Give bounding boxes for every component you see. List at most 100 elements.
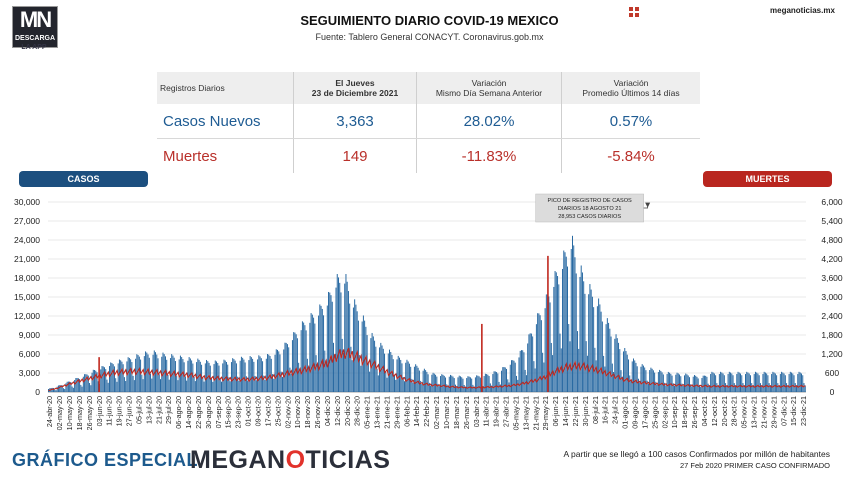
case-bar bbox=[616, 338, 618, 392]
right-tick-label: 2,400 bbox=[821, 311, 843, 321]
case-bar bbox=[564, 252, 566, 392]
case-bar bbox=[355, 304, 357, 392]
x-tick-label: 12-dic-20 bbox=[333, 396, 342, 426]
case-bar bbox=[687, 375, 689, 392]
case-bar bbox=[280, 371, 282, 392]
case-bar bbox=[371, 332, 373, 392]
case-bar bbox=[223, 359, 225, 392]
case-bar bbox=[635, 362, 637, 392]
case-bar bbox=[57, 385, 59, 392]
case-bar bbox=[360, 365, 362, 392]
case-bar bbox=[318, 315, 320, 392]
case-bar bbox=[698, 384, 700, 392]
case-bar bbox=[781, 371, 783, 392]
case-bar bbox=[394, 375, 395, 392]
case-bar bbox=[69, 381, 71, 392]
case-bar bbox=[412, 382, 414, 392]
case-bar bbox=[655, 381, 657, 392]
x-tick-label: 02-mar-21 bbox=[432, 396, 441, 429]
case-bar bbox=[647, 383, 649, 392]
case-bar bbox=[184, 376, 186, 392]
case-bar bbox=[105, 369, 107, 392]
case-bar bbox=[270, 358, 272, 392]
case-bar bbox=[140, 359, 142, 392]
x-tick-label: 22-jun-21 bbox=[571, 396, 580, 426]
x-tick-label: 03-jun-20 bbox=[95, 396, 104, 426]
brand-part-b: TICIAS bbox=[305, 446, 391, 474]
case-bar bbox=[97, 381, 99, 392]
x-tick-label: 19-abr-21 bbox=[492, 396, 501, 427]
x-tick-label: 07-dic-21 bbox=[779, 396, 788, 426]
case-bar bbox=[618, 342, 620, 392]
case-bar bbox=[102, 366, 104, 392]
case-bar bbox=[346, 281, 348, 392]
case-bar bbox=[523, 352, 525, 392]
app-logo[interactable]: MN DESCARGA bbox=[12, 6, 58, 48]
case-bar bbox=[87, 375, 89, 392]
case-bar bbox=[107, 382, 109, 392]
case-bar bbox=[304, 325, 306, 392]
website-link[interactable]: meganoticias.mx bbox=[770, 6, 835, 15]
case-bar bbox=[786, 383, 788, 392]
case-bar bbox=[593, 307, 595, 392]
case-bar bbox=[398, 357, 400, 392]
case-bar bbox=[691, 386, 693, 392]
grid-icon[interactable] bbox=[629, 7, 639, 17]
case-bar bbox=[194, 381, 196, 392]
case-bar bbox=[524, 369, 526, 392]
case-bar bbox=[486, 374, 488, 392]
x-tick-label: 05-nov-21 bbox=[740, 396, 749, 428]
case-bar bbox=[56, 386, 58, 392]
case-bar bbox=[726, 385, 728, 392]
case-bar bbox=[125, 381, 127, 392]
case-bar bbox=[326, 305, 328, 392]
left-tick-label: 15,000 bbox=[14, 292, 40, 302]
footer-brand[interactable]: MEGANOTICIAS bbox=[190, 446, 390, 475]
case-bar bbox=[689, 377, 690, 392]
case-bar bbox=[427, 374, 429, 392]
case-bar bbox=[425, 370, 427, 392]
case-bar bbox=[581, 272, 583, 392]
x-tick-label: 29-jul-20 bbox=[164, 396, 173, 424]
case-bar bbox=[252, 358, 254, 392]
case-bar bbox=[362, 315, 364, 392]
case-bar bbox=[492, 374, 494, 392]
case-bar bbox=[171, 354, 173, 392]
case-bar bbox=[508, 382, 510, 392]
case-bar bbox=[667, 371, 669, 392]
case-bar bbox=[395, 379, 397, 392]
case-bar bbox=[761, 385, 763, 392]
case-bar bbox=[529, 333, 531, 392]
case-bar bbox=[574, 257, 576, 392]
case-bar bbox=[626, 354, 628, 392]
case-bar bbox=[789, 371, 791, 392]
case-bar bbox=[314, 323, 316, 392]
case-bar bbox=[642, 365, 644, 392]
case-bar bbox=[496, 372, 498, 392]
x-tick-label: 08-jul-21 bbox=[591, 396, 600, 424]
case-bar bbox=[712, 372, 714, 392]
case-bar bbox=[727, 374, 729, 392]
case-bar bbox=[193, 376, 195, 392]
case-bar bbox=[742, 383, 744, 392]
case-bar bbox=[759, 383, 761, 392]
case-bar bbox=[151, 378, 153, 392]
stats-header-registros: Registros Diarios bbox=[157, 72, 294, 104]
x-tick-label: 21-jul-20 bbox=[154, 396, 163, 424]
case-bar bbox=[746, 371, 748, 392]
case-bar bbox=[776, 375, 778, 392]
x-tick-label: 03-abr-21 bbox=[472, 396, 481, 427]
x-tick-label: 13-ene-21 bbox=[373, 396, 382, 429]
case-bar bbox=[115, 378, 117, 392]
case-bar bbox=[695, 375, 697, 392]
case-bar bbox=[121, 361, 123, 392]
case-bar bbox=[111, 363, 113, 392]
case-bar bbox=[802, 375, 804, 392]
x-tick-label: 26-mar-21 bbox=[462, 396, 471, 429]
case-bar bbox=[108, 366, 110, 392]
case-bar bbox=[230, 362, 232, 392]
case-bar bbox=[338, 277, 339, 392]
case-bar bbox=[374, 340, 376, 392]
case-bar bbox=[697, 378, 699, 392]
case-bar bbox=[798, 371, 800, 392]
